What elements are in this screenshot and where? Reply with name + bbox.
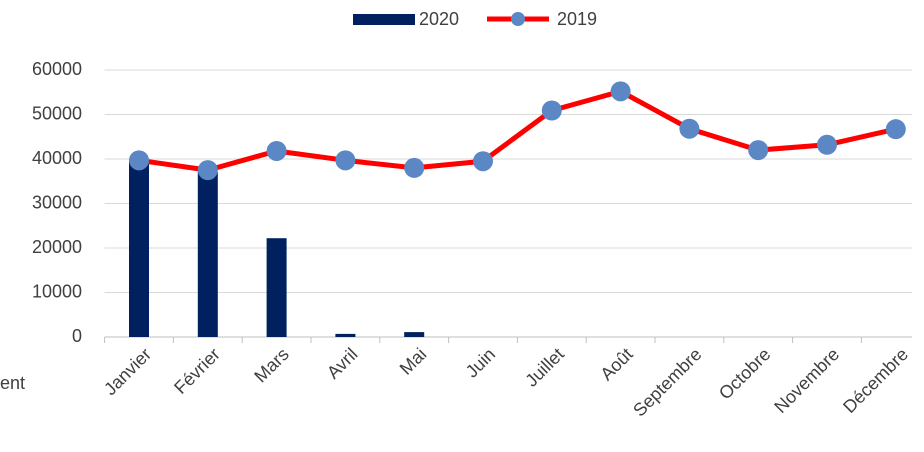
x-tick-label: Avril <box>323 344 362 383</box>
x-tick-label: Octobre <box>715 344 774 403</box>
marker <box>679 118 700 139</box>
y-tick-label: 60000 <box>32 59 82 79</box>
marker <box>610 81 631 102</box>
bar <box>129 161 149 337</box>
y-tick-label: 30000 <box>32 192 82 212</box>
marker <box>129 150 149 171</box>
x-tick-label: Janvier <box>100 344 155 399</box>
y-tick-label: 50000 <box>32 103 82 123</box>
bar <box>335 333 356 337</box>
marker <box>885 119 906 140</box>
line <box>138 88 897 173</box>
x-tick-label: Mars <box>250 344 292 386</box>
x-tick-label: Juillet <box>521 344 568 391</box>
x-tick-label: Septembre <box>629 344 705 420</box>
legend-label: 2019 <box>557 9 597 29</box>
marker <box>473 151 493 172</box>
bar <box>266 238 287 337</box>
marker <box>404 157 425 178</box>
marker <box>817 134 837 155</box>
y-tick-label: 0 <box>72 326 82 346</box>
marker <box>266 140 287 161</box>
x-tick-label: Juin <box>462 344 499 381</box>
annotation: ent <box>0 373 25 393</box>
bar <box>404 332 425 337</box>
x-tick-label: Mai <box>396 344 431 379</box>
bar <box>197 171 218 337</box>
marker <box>197 160 218 181</box>
legend-swatch <box>353 14 415 25</box>
marker <box>335 150 356 171</box>
y-tick-label: 40000 <box>32 148 82 168</box>
x-tick-label: Novembre <box>770 344 843 417</box>
x-tick-label: Décembre <box>839 344 912 417</box>
marker <box>748 140 769 161</box>
x-tick-label: Août <box>596 344 636 384</box>
legend-label: 2020 <box>419 9 459 29</box>
legend-marker <box>511 12 525 26</box>
y-tick-label: 20000 <box>32 237 82 257</box>
x-tick-label: Février <box>170 344 224 398</box>
marker <box>541 100 562 121</box>
y-tick-label: 10000 <box>32 281 82 301</box>
